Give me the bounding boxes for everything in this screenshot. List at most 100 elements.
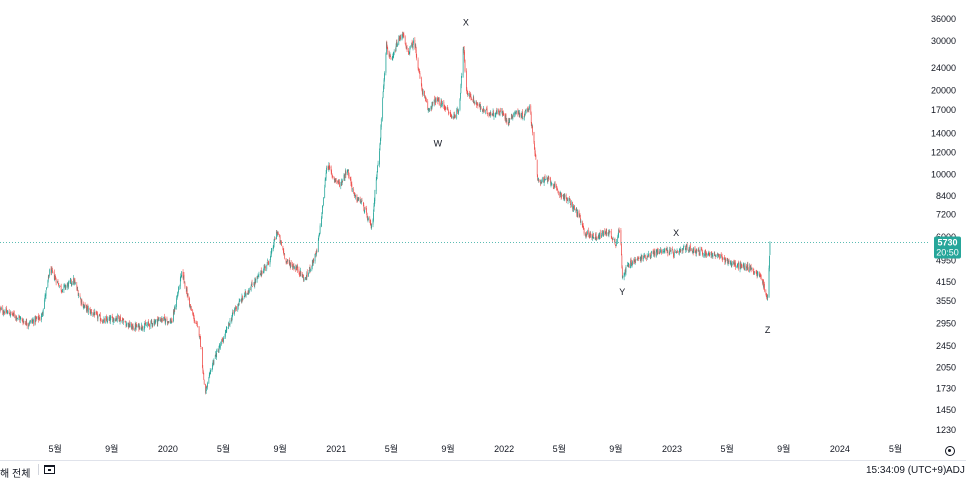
candle-body xyxy=(461,78,462,86)
price-tick-label: 4150 xyxy=(936,277,956,287)
candle-body xyxy=(220,344,221,348)
candle-body xyxy=(574,206,575,210)
candle-body xyxy=(532,126,533,132)
candle-body xyxy=(363,205,364,211)
candle-body xyxy=(499,111,500,114)
candle-body xyxy=(552,184,553,185)
candle-body xyxy=(130,323,131,326)
candle-body xyxy=(468,93,469,94)
time-tick-label: 5월 xyxy=(889,443,902,454)
price-tick-label: 8400 xyxy=(936,191,956,201)
wave-label: Y xyxy=(619,287,625,297)
candle-body xyxy=(416,54,417,58)
candle-body xyxy=(534,132,535,142)
candle-body xyxy=(551,183,552,184)
candle-body xyxy=(460,93,461,98)
candle-body xyxy=(403,34,404,37)
candle-body xyxy=(14,314,15,317)
candle-body xyxy=(700,249,701,255)
candle-body xyxy=(474,103,475,104)
candle-body xyxy=(568,198,569,202)
price-tick-label: 1450 xyxy=(936,405,956,415)
candle-body xyxy=(210,371,211,372)
candle-body xyxy=(271,249,272,252)
candle-body xyxy=(450,114,451,115)
candle-body xyxy=(331,171,332,173)
price-tick-label: 14000 xyxy=(931,129,956,139)
candle-body xyxy=(703,255,704,256)
candle-body xyxy=(242,298,243,300)
candle-body xyxy=(635,260,636,261)
candle-body xyxy=(230,320,231,324)
time-tick-label: 2021 xyxy=(326,444,346,454)
candle-body xyxy=(542,178,543,181)
candle-body xyxy=(373,212,374,220)
time-tick-label: 9월 xyxy=(105,443,118,454)
candle-body xyxy=(436,97,437,101)
candle-body xyxy=(268,262,269,264)
candle-body xyxy=(523,118,524,119)
candle-body xyxy=(597,237,598,239)
candle-body xyxy=(558,192,559,193)
time-tick-label: 5월 xyxy=(217,443,230,454)
candle-body xyxy=(49,270,50,276)
candle-body xyxy=(509,120,510,123)
wave-label: X xyxy=(673,228,679,238)
candle-body xyxy=(621,230,622,244)
time-tick-label: 5월 xyxy=(553,443,566,454)
candle-body xyxy=(487,113,488,114)
candle-body xyxy=(394,51,395,53)
candle-body xyxy=(619,229,620,230)
candle-body xyxy=(671,250,672,252)
candle-body xyxy=(716,256,717,257)
clock-time[interactable]: 15:34:09 (UTC+9) xyxy=(866,465,946,476)
candle-body xyxy=(358,198,359,200)
candle-body xyxy=(680,250,681,252)
candle-body xyxy=(537,160,538,175)
candle-body xyxy=(181,271,182,276)
candle-body xyxy=(410,46,411,48)
adjust-toggle[interactable]: ADJ xyxy=(946,465,965,476)
gear-icon[interactable] xyxy=(945,446,955,456)
candle-body xyxy=(236,307,237,309)
candle-body xyxy=(547,179,548,181)
candle-body xyxy=(167,319,168,321)
candle-body xyxy=(770,242,771,254)
candle-body xyxy=(336,180,337,181)
candle-body xyxy=(516,111,517,112)
date-range-icon[interactable] xyxy=(44,465,55,474)
price-tick-label: 17000 xyxy=(931,105,956,115)
candle-body xyxy=(748,270,749,271)
candle-body xyxy=(62,289,63,292)
candle-body xyxy=(139,326,140,329)
price-tick-label: 3550 xyxy=(936,296,956,306)
candle-body xyxy=(381,119,382,127)
candle-body xyxy=(485,110,486,111)
candle-body xyxy=(326,173,327,178)
candle-body xyxy=(507,120,508,122)
candle-body xyxy=(426,101,427,103)
candle-body xyxy=(456,110,457,118)
candle-body xyxy=(767,297,768,298)
candle-body xyxy=(191,308,192,310)
candle-body xyxy=(687,244,688,250)
candle-body xyxy=(43,309,44,313)
candle-body xyxy=(577,210,578,216)
candle-body xyxy=(17,318,18,319)
price-tick-label: 24000 xyxy=(931,63,956,73)
candle-body xyxy=(249,290,250,292)
candle-body xyxy=(123,321,124,323)
candle-body xyxy=(661,250,662,253)
price-axis[interactable]: 1230145017302050245029503550415049506000… xyxy=(931,14,956,435)
price-tick-label: 7200 xyxy=(936,210,956,220)
candle-body xyxy=(706,253,707,255)
candle-body xyxy=(178,287,179,292)
candle-body xyxy=(377,165,378,172)
candle-body xyxy=(548,176,549,179)
candle-body xyxy=(461,74,462,78)
candle-body xyxy=(265,266,266,268)
candle-body xyxy=(85,304,86,305)
